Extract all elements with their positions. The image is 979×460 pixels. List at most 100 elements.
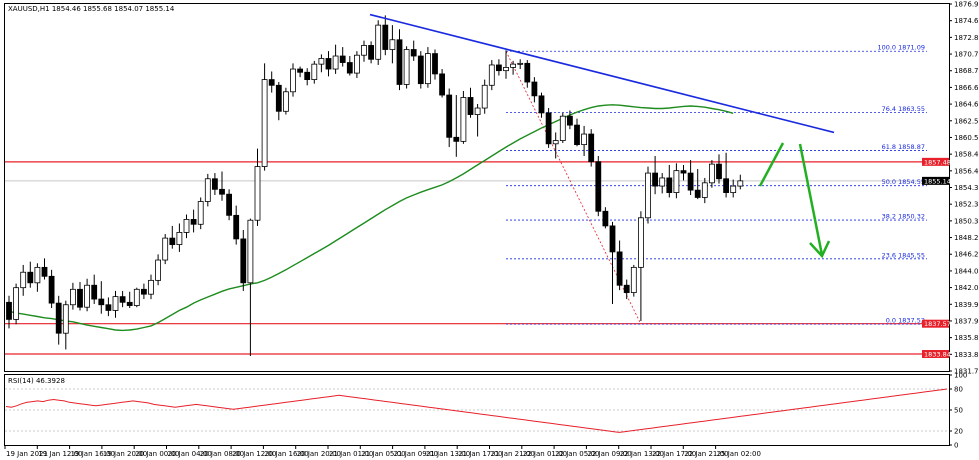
candle xyxy=(559,112,566,143)
candle-body xyxy=(375,24,382,60)
time-tick-label: 20 Jan 00:00 xyxy=(135,450,179,458)
candlesticks xyxy=(6,15,744,356)
candle-body xyxy=(169,237,176,246)
candle xyxy=(488,60,495,91)
candle-body xyxy=(183,219,190,233)
candle-body xyxy=(638,217,644,268)
candle-body xyxy=(659,177,666,187)
candle xyxy=(183,214,190,239)
candle xyxy=(368,41,375,64)
candle xyxy=(595,156,602,217)
candle-body xyxy=(219,188,225,195)
price-tick-label: 1854.35 xyxy=(954,184,979,192)
trendline-line xyxy=(369,13,835,134)
rsi-label: RSI(14) 46.3928 xyxy=(8,377,65,385)
candle-body xyxy=(332,55,339,70)
candle-body xyxy=(652,172,658,187)
price-tick-label: 1846.20 xyxy=(954,251,979,259)
candle-body xyxy=(268,79,275,86)
candle-body xyxy=(680,170,687,174)
time-tick-label: 19 Jan 2021 xyxy=(6,450,48,458)
candle-body xyxy=(567,115,573,126)
price-tag-label: 1857.48 xyxy=(924,158,951,166)
candle-body xyxy=(325,58,332,70)
candle xyxy=(375,20,382,65)
price-tick-label: 1872.80 xyxy=(954,34,979,42)
price-tag-label: 1855.14 xyxy=(924,177,951,185)
candle-body xyxy=(737,180,744,187)
ma-line xyxy=(8,104,734,332)
candle-body xyxy=(517,62,524,65)
price-tick-label: 1850.30 xyxy=(954,217,979,225)
candle xyxy=(98,281,105,314)
candle xyxy=(91,274,98,304)
candle-body xyxy=(666,177,673,193)
price-tick-label: 1876.90 xyxy=(954,1,979,9)
candle xyxy=(510,60,517,75)
candle xyxy=(254,148,261,226)
candle xyxy=(311,60,318,84)
candle xyxy=(638,211,644,322)
candle-body xyxy=(524,62,531,83)
candle xyxy=(346,56,353,76)
fib-level-label: 50.0 1854.55 xyxy=(882,178,925,186)
candle-body xyxy=(133,288,140,306)
candle-body xyxy=(176,232,183,246)
candle xyxy=(467,87,474,118)
candle-body xyxy=(616,251,623,286)
candle xyxy=(481,79,488,114)
candle-body xyxy=(84,284,90,308)
time-tick-label: 21 Jan 05:00 xyxy=(361,450,405,458)
candle xyxy=(247,218,254,356)
candle-body xyxy=(481,84,488,109)
candle-body xyxy=(339,55,346,63)
candle xyxy=(13,283,20,325)
price-tick-label: 1866.65 xyxy=(954,84,979,92)
candle xyxy=(403,46,410,89)
rsi-tick-label: 100 xyxy=(954,372,967,380)
price-tick-label: 1833.85 xyxy=(954,351,979,359)
price-tick-label: 1864.60 xyxy=(954,101,979,109)
time-tick-label: 22 Jan 05:00 xyxy=(555,450,599,458)
candle-body xyxy=(20,271,27,289)
candle xyxy=(680,164,687,181)
candle xyxy=(666,164,673,198)
candle-body xyxy=(410,49,417,57)
candle-body xyxy=(247,219,254,284)
candle-body xyxy=(382,24,389,50)
price-tick-label: 1831.75 xyxy=(954,368,979,376)
candle xyxy=(630,264,637,297)
candle-body xyxy=(190,219,197,225)
time-tick-label: 21 Jan 21:00 xyxy=(491,450,535,458)
candle xyxy=(297,66,304,78)
candle xyxy=(552,132,559,159)
candle xyxy=(389,25,396,64)
candle-body xyxy=(453,136,460,142)
candle xyxy=(524,60,531,88)
candle xyxy=(261,63,268,171)
rsi-tick-label: 20 xyxy=(954,428,963,436)
candle xyxy=(339,47,346,67)
candle xyxy=(503,50,509,79)
candle-body xyxy=(6,301,12,320)
candle xyxy=(55,295,62,345)
candle-body xyxy=(467,97,474,115)
candle-body xyxy=(701,182,708,198)
candle xyxy=(219,171,225,201)
candle xyxy=(439,69,446,98)
candle-body xyxy=(105,304,112,311)
price-tag-label: 1837.57 xyxy=(924,320,951,328)
candle xyxy=(105,297,112,317)
candle xyxy=(240,229,247,291)
fib-level-label: 100.0 1871.09 xyxy=(877,44,925,52)
candle-body xyxy=(34,266,41,284)
time-tick-label: 20 Jan 04:00 xyxy=(168,450,212,458)
candle xyxy=(410,40,417,61)
candle xyxy=(48,269,55,309)
candle xyxy=(716,154,722,184)
candle xyxy=(709,160,715,188)
candle-body xyxy=(41,266,48,277)
symbol-header: XAUUSD,H1 1854.46 1855.68 1854.07 1855.1… xyxy=(8,5,175,13)
